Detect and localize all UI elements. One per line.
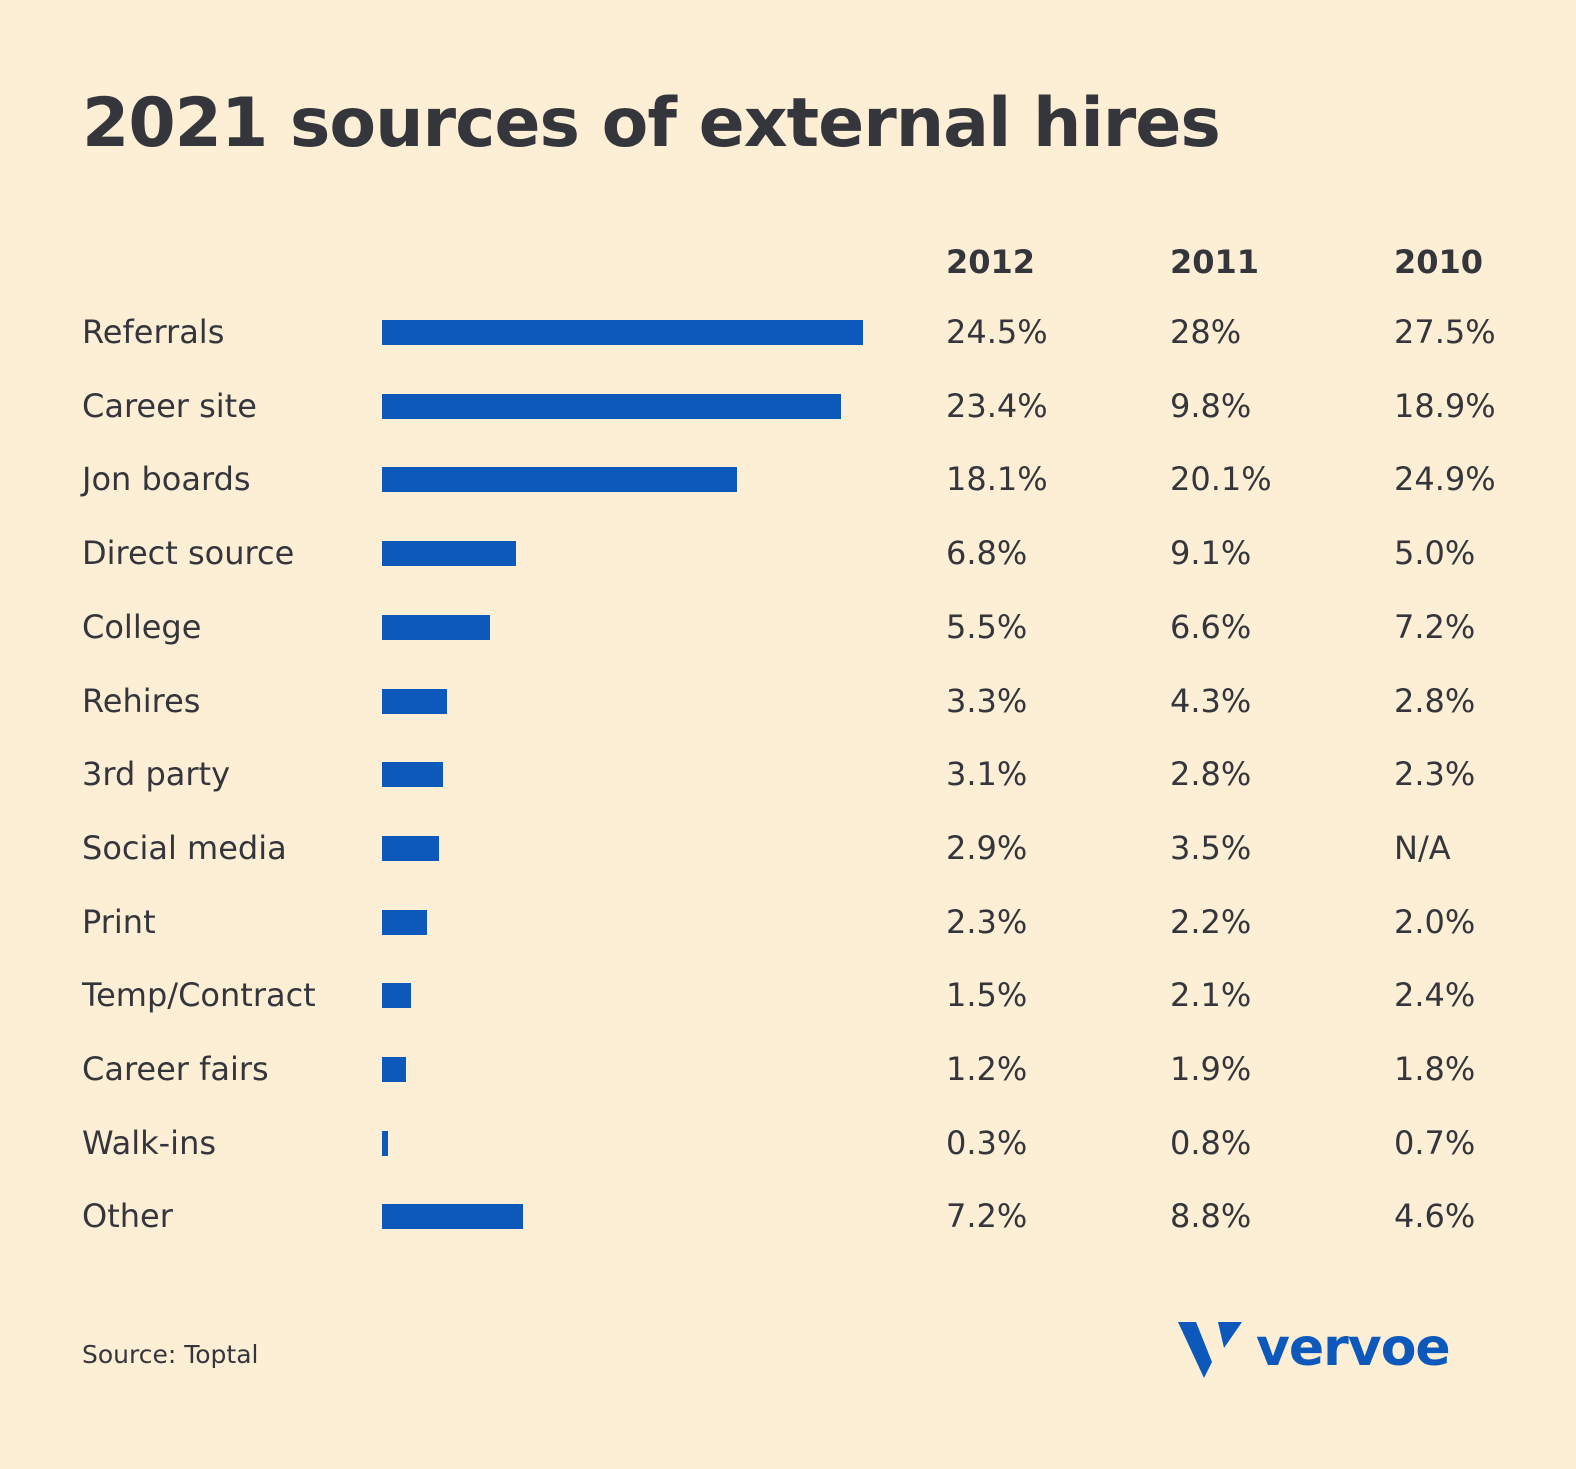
bar (382, 762, 443, 787)
table-row: Career site 23.4% 9.8% 18.9% (0, 386, 1576, 460)
value-cell-2012: 2.9% (946, 829, 1028, 867)
value-cell-2012: 23.4% (946, 387, 1048, 425)
value-cell-2011: 9.1% (1170, 534, 1252, 572)
table-row: College 5.5% 6.6% 7.2% (0, 607, 1576, 681)
value-cell-2011: 8.8% (1170, 1197, 1252, 1235)
bar (382, 689, 447, 714)
value-cell-2012: 24.5% (946, 313, 1048, 351)
value-cell-2010: 2.3% (1394, 755, 1476, 793)
value-cell-2012: 2.3% (946, 903, 1028, 941)
bar (382, 910, 427, 935)
row-label: Rehires (82, 682, 201, 720)
brand-wordmark: vervoe (1256, 1318, 1451, 1378)
value-cell-2012: 6.8% (946, 534, 1028, 572)
value-cell-2010: 4.6% (1394, 1197, 1476, 1235)
table-row: 3rd party 3.1% 2.8% 2.3% (0, 754, 1576, 828)
chart-title: 2021 sources of external hires (82, 84, 1221, 163)
bar (382, 320, 863, 345)
table-row: Temp/Contract 1.5% 2.1% 2.4% (0, 975, 1576, 1049)
bar (382, 1057, 406, 1082)
value-cell-2011: 28% (1170, 313, 1242, 351)
value-cell-2011: 2.1% (1170, 976, 1252, 1014)
value-cell-2011: 1.9% (1170, 1050, 1252, 1088)
row-label: Direct source (82, 534, 295, 572)
value-cell-2010: 5.0% (1394, 534, 1476, 572)
value-cell-2011: 2.8% (1170, 755, 1252, 793)
year-header-2012: 2012 (946, 243, 1036, 281)
value-cell-2010: 1.8% (1394, 1050, 1476, 1088)
value-cell-2011: 6.6% (1170, 608, 1252, 646)
value-cell-2012: 3.1% (946, 755, 1028, 793)
value-cell-2010: N/A (1394, 829, 1451, 867)
value-cell-2010: 18.9% (1394, 387, 1496, 425)
bar (382, 541, 516, 566)
row-label: College (82, 608, 202, 646)
value-cell-2011: 20.1% (1170, 460, 1272, 498)
row-label: Temp/Contract (82, 976, 316, 1014)
value-cell-2012: 18.1% (946, 460, 1048, 498)
value-cell-2012: 7.2% (946, 1197, 1028, 1235)
value-cell-2012: 0.3% (946, 1124, 1028, 1162)
table-row: Print 2.3% 2.2% 2.0% (0, 902, 1576, 976)
value-cell-2010: 7.2% (1394, 608, 1476, 646)
row-label: Career site (82, 387, 257, 425)
value-cell-2012: 3.3% (946, 682, 1028, 720)
bar (382, 467, 737, 492)
table-row: Career fairs 1.2% 1.9% 1.8% (0, 1049, 1576, 1123)
year-header-2011: 2011 (1170, 243, 1260, 281)
value-cell-2011: 3.5% (1170, 829, 1252, 867)
row-label: Walk-ins (82, 1124, 217, 1162)
bar (382, 1204, 523, 1229)
value-cell-2011: 4.3% (1170, 682, 1252, 720)
value-cell-2012: 1.2% (946, 1050, 1028, 1088)
row-label: Referrals (82, 313, 225, 351)
bar (382, 615, 490, 640)
value-cell-2011: 0.8% (1170, 1124, 1252, 1162)
table-row: Social media 2.9% 3.5% N/A (0, 828, 1576, 902)
value-cell-2011: 9.8% (1170, 387, 1252, 425)
row-label: Jon boards (82, 460, 251, 498)
value-cell-2010: 0.7% (1394, 1124, 1476, 1162)
table-row: Referrals 24.5% 28% 27.5% (0, 312, 1576, 386)
table-row: Rehires 3.3% 4.3% 2.8% (0, 681, 1576, 755)
value-cell-2010: 2.8% (1394, 682, 1476, 720)
year-header-2010: 2010 (1394, 243, 1484, 281)
row-label: 3rd party (82, 755, 230, 793)
table-row: Direct source 6.8% 9.1% 5.0% (0, 533, 1576, 607)
table-row: Walk-ins 0.3% 0.8% 0.7% (0, 1123, 1576, 1197)
row-label: Other (82, 1197, 173, 1235)
value-cell-2012: 1.5% (946, 976, 1028, 1014)
value-cell-2010: 2.0% (1394, 903, 1476, 941)
row-label: Career fairs (82, 1050, 269, 1088)
source-note: Source: Toptal (82, 1340, 259, 1369)
table-row: Other 7.2% 8.8% 4.6% (0, 1196, 1576, 1270)
value-cell-2012: 5.5% (946, 608, 1028, 646)
bar (382, 1131, 388, 1156)
table-row: Jon boards 18.1% 20.1% 24.9% (0, 459, 1576, 533)
value-cell-2010: 2.4% (1394, 976, 1476, 1014)
value-cell-2010: 24.9% (1394, 460, 1496, 498)
bar (382, 836, 439, 861)
row-label: Social media (82, 829, 287, 867)
value-cell-2010: 27.5% (1394, 313, 1496, 351)
row-label: Print (82, 903, 156, 941)
bar (382, 394, 841, 419)
vervoe-logo-icon (1178, 1322, 1242, 1378)
value-cell-2011: 2.2% (1170, 903, 1252, 941)
bar (382, 983, 411, 1008)
